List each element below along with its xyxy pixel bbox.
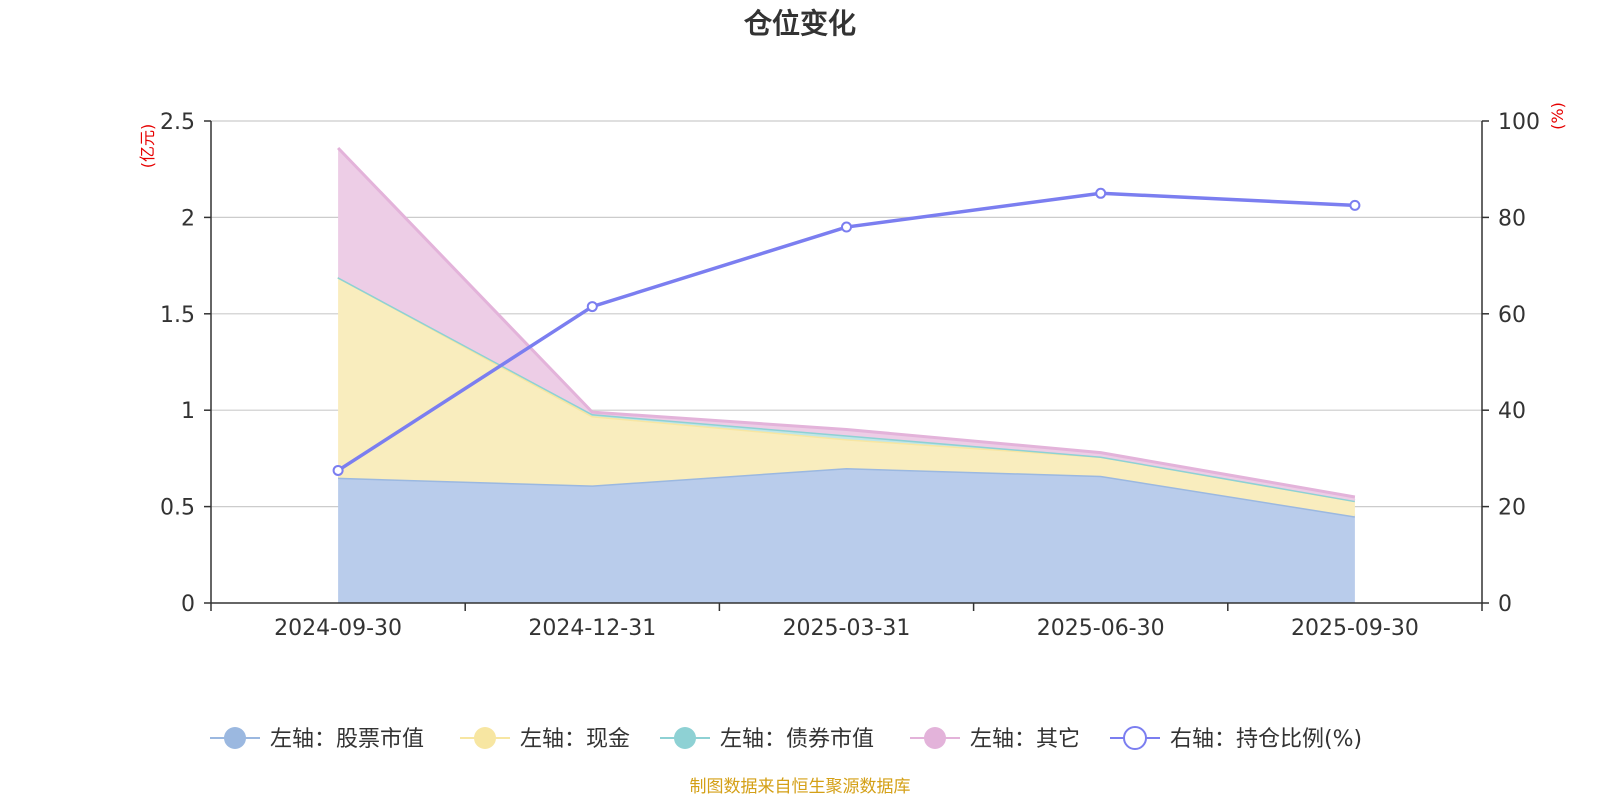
right-tick-label: 40 <box>1498 399 1526 424</box>
legend-item: 左轴：债券市值 <box>660 727 874 752</box>
area-edge-左轴：其它 <box>337 146 1356 499</box>
left-tick-label: 2 <box>181 206 195 231</box>
left-tick-label: 1 <box>181 399 195 424</box>
x-tick-label: 2024-12-31 <box>528 616 656 641</box>
legend-item: 左轴：其它 <box>910 727 1080 752</box>
area-左轴：现金 <box>338 277 1355 517</box>
x-tick-label: 2025-06-30 <box>1037 616 1165 641</box>
left-tick-label: 0.5 <box>160 496 195 521</box>
area-series-layer <box>337 146 1356 603</box>
right-tick-label: 60 <box>1498 303 1526 328</box>
right-tick-label: 100 <box>1498 110 1540 135</box>
area-左轴：股票市值 <box>338 468 1355 603</box>
line-point <box>332 464 344 476</box>
legend-item: 左轴：现金 <box>460 727 630 752</box>
right-tick-label: 0 <box>1498 592 1512 617</box>
left-axis-unit: (亿元) <box>138 124 157 169</box>
legend-label: 右轴：持仓比例(%) <box>1170 727 1362 752</box>
x-tick-label: 2025-09-30 <box>1291 616 1419 641</box>
legend-label: 左轴：债券市值 <box>720 727 874 752</box>
legend-label: 左轴：其它 <box>970 727 1080 752</box>
line-series-layer <box>332 187 1361 476</box>
line-point <box>841 221 852 233</box>
line-point <box>1349 199 1361 211</box>
legend-marker <box>1123 726 1147 750</box>
legend-label: 左轴：股票市值 <box>270 727 424 752</box>
legend-item: 右轴：持仓比例(%) <box>1110 726 1362 752</box>
source-note: 制图数据来自恒生聚源数据库 <box>690 777 911 797</box>
legend-marker <box>474 727 496 749</box>
legend: 左轴：股票市值 左轴：现金 左轴：债券市值 左轴：其它 右轴：持仓比例(%) <box>210 726 1362 752</box>
x-tick-label: 2024-09-30 <box>274 616 402 641</box>
legend-label: 左轴：现金 <box>520 727 630 752</box>
right-tick-label: 20 <box>1498 496 1526 521</box>
legend-item: 左轴：股票市值 <box>210 727 424 752</box>
left-tick-label: 1.5 <box>160 303 195 328</box>
line-point <box>586 301 598 313</box>
left-tick-label: 2.5 <box>160 110 195 135</box>
legend-marker <box>674 727 696 749</box>
right-tick-label: 80 <box>1498 206 1526 231</box>
legend-marker <box>224 727 246 749</box>
legend-marker <box>924 727 946 749</box>
right-axis-unit: (%) <box>1548 102 1567 130</box>
x-tick-label: 2025-03-31 <box>783 616 911 641</box>
axes: 0 0.5 1 1.5 2 2.5 0 20 40 60 80 100 2024-09-30 2024-1… <box>160 110 1540 641</box>
left-tick-label: 0 <box>181 592 195 617</box>
chart-title: 仓位变化 <box>744 7 856 40</box>
line-point <box>1095 187 1107 199</box>
